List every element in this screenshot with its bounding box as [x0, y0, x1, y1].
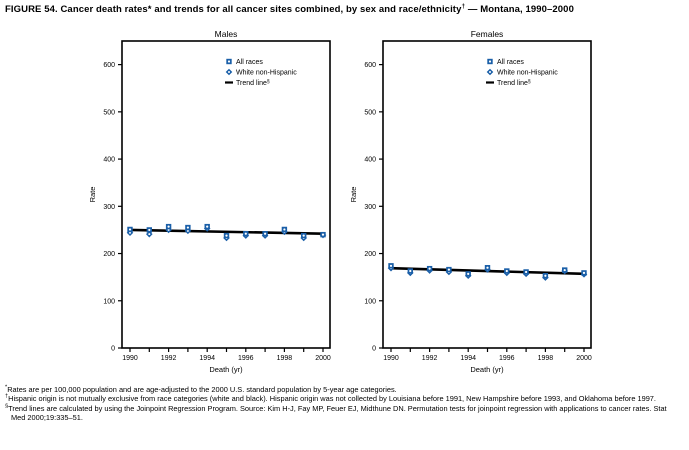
data-point-diamond-dot [167, 228, 170, 231]
data-point-square-dot [505, 269, 508, 273]
males-chart: Males 0 100 200 300 400 500 600 1990 1992 1994 1996… [88, 29, 331, 374]
data-point-square-dot [128, 228, 132, 231]
x-tick-label: 1996 [238, 355, 254, 362]
data-point-square-dot [148, 228, 151, 232]
data-point-square-dot [486, 266, 489, 269]
x-tick-label: 2000 [315, 355, 331, 362]
data-point-square-dot [563, 268, 566, 272]
x-tick-label: 1990 [122, 355, 138, 362]
data-point-square-dot [525, 270, 528, 274]
data-point-diamond-dot [148, 233, 151, 236]
plot-border [121, 40, 331, 349]
data-point-square-dot [447, 268, 450, 271]
x-tick-label: 1998 [277, 355, 293, 362]
x-tick-label: 1998 [538, 355, 554, 362]
data-point-diamond-dot [489, 71, 491, 73]
data-point-square-dot [167, 225, 170, 228]
figure-title: FIGURE 54. Cancer death rates* and trend… [5, 2, 685, 15]
data-point-square-dot [467, 272, 470, 275]
footnotes: *Rates are per 100,000 population and ar… [5, 385, 677, 423]
trend-line [129, 228, 324, 236]
x-tick-label: 1996 [499, 355, 515, 362]
y-tick-label: 400 [103, 157, 115, 164]
y-tick-label: 200 [103, 251, 115, 258]
x-tick-label: 1992 [422, 355, 438, 362]
x-axis-title: Death (yr) [209, 365, 243, 374]
x-tick-label: 1994 [460, 355, 476, 362]
y-tick-label: 500 [364, 109, 376, 116]
x-tick-label: 2000 [576, 355, 592, 362]
y-tick-label: 200 [364, 251, 376, 258]
data-point-diamond-dot [129, 231, 131, 234]
x-tick-label: 1994 [199, 355, 215, 362]
data-point-square-dot [389, 264, 393, 267]
data-point-square-dot [227, 60, 231, 63]
data-point-square-dot [302, 234, 305, 237]
data-point-square-dot [428, 267, 431, 270]
footnote-trend-lines: §Trend lines are calculated by using the… [5, 404, 677, 423]
data-point-square-dot [544, 274, 547, 277]
y-axis-title: Rate [88, 187, 97, 203]
chart-title: Males [215, 29, 238, 39]
x-tick-label: 1990 [383, 355, 399, 362]
data-point-square-dot [225, 234, 228, 237]
y-tick-label: 100 [103, 298, 115, 305]
data-point-square-dot [582, 271, 586, 275]
y-tick-label: 600 [103, 62, 115, 69]
figure-title-location: — Montana, 1990–2000 [465, 4, 574, 15]
legend-trend-superscript: § [267, 79, 270, 85]
y-tick-label: 0 [111, 346, 115, 353]
y-tick-label: 300 [103, 204, 115, 211]
y-tick-label: 100 [364, 298, 376, 305]
data-point-square-dot [244, 232, 247, 235]
figure-title-main: FIGURE 54. Cancer death rates* and trend… [5, 4, 462, 15]
footnote-marker: § [5, 403, 9, 410]
figure-title-dagger: † [461, 2, 466, 10]
data-point-diamond-dot [186, 229, 189, 232]
footnote-text: Hispanic origin is not mutually exclusiv… [8, 394, 656, 404]
legend-trend-superscript: § [528, 79, 531, 85]
females-chart: Females 0 100 200 300 400 500 600 1990 1992 1994 19… [349, 29, 592, 374]
footnote-text: Trend lines are calculated by using the … [8, 403, 667, 423]
chart-title: Females [471, 29, 504, 39]
data-point-square-dot [186, 226, 189, 229]
footnote-marker: * [5, 384, 8, 391]
legend-label-white-non-hispanic: White non-Hispanic [236, 70, 297, 77]
legend-label-trend-line: Trend line§ [497, 79, 531, 87]
footnote-hispanic-origin: †Hispanic origin is not mutually exclusi… [5, 394, 677, 403]
y-tick-label: 500 [103, 109, 115, 116]
data-point-square-dot [488, 60, 492, 63]
data-point-square-dot [321, 233, 325, 236]
data-point-square-dot [206, 225, 209, 228]
y-tick-label: 400 [364, 157, 376, 164]
y-tick-label: 300 [364, 204, 376, 211]
legend-label-all-races: All races [236, 59, 263, 66]
y-tick-label: 0 [372, 346, 376, 353]
y-axis-title: Rate [349, 187, 358, 203]
legend-label-all-races: All races [497, 59, 524, 66]
data-point-square-dot [264, 232, 267, 235]
x-tick-label: 1992 [161, 355, 177, 362]
x-axis-title: Death (yr) [470, 365, 504, 374]
footnote-marker: † [5, 393, 9, 400]
y-tick-label: 600 [364, 62, 376, 69]
data-point-square-dot [283, 228, 286, 231]
legend-label-white-non-hispanic: White non-Hispanic [497, 70, 558, 77]
data-point-diamond-dot [228, 71, 230, 73]
footnote-text: Rates are per 100,000 population and are… [7, 385, 397, 394]
footnote-rates: *Rates are per 100,000 population and ar… [5, 385, 677, 394]
plot-border [382, 40, 592, 349]
legend-label-trend-line: Trend line§ [236, 79, 270, 87]
data-point-square-dot [409, 269, 412, 273]
